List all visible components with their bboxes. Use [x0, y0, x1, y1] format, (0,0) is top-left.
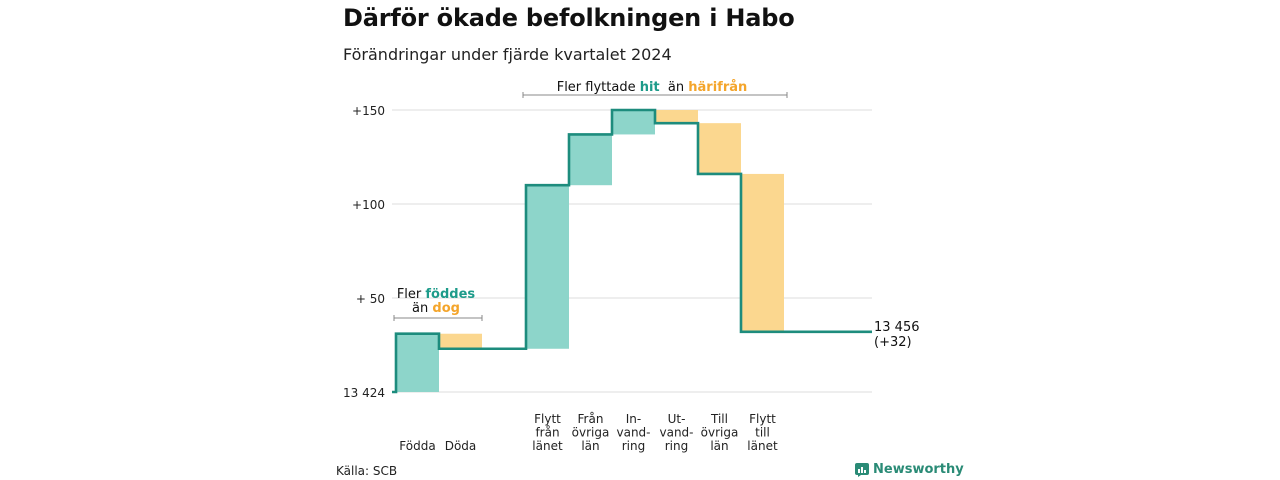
category-label: övriga: [572, 426, 610, 440]
y-tick-label: +100: [352, 198, 385, 212]
waterfall-bar: [439, 333, 482, 349]
category-label: övriga: [701, 426, 739, 440]
category-label: Flytt: [534, 412, 561, 426]
category-label: län: [581, 439, 599, 453]
category-label: län: [710, 439, 728, 453]
newsworthy-logo: Newsworthy: [855, 462, 964, 477]
end-value-label: 13 456: [874, 320, 920, 335]
category-label: Döda: [445, 439, 477, 453]
category-label: In-: [626, 412, 641, 426]
category-label: Till: [710, 412, 728, 426]
category-label: länet: [532, 439, 563, 453]
newsworthy-icon: [855, 462, 869, 477]
waterfall-bar: [396, 333, 439, 392]
category-label: Ut-: [668, 412, 686, 426]
category-label: ring: [622, 439, 646, 453]
y-tick-label: + 50: [356, 292, 385, 306]
category-label: vand-: [659, 426, 693, 440]
cumulative-line: [392, 108, 872, 394]
y-tick-label: 13 424: [343, 386, 385, 400]
waterfall-bar: [698, 123, 741, 174]
category-label: Flytt: [749, 412, 776, 426]
chart-title: Därför ökade befolkningen i Habo: [343, 4, 795, 32]
waterfall-bar: [526, 185, 569, 349]
annotation-births: än dog: [412, 301, 460, 316]
y-tick-label: +150: [352, 104, 385, 118]
annotation-births: Fler föddes: [397, 287, 476, 302]
category-label: ring: [665, 439, 689, 453]
brand-name: Newsworthy: [873, 462, 964, 477]
category-label: vand-: [616, 426, 650, 440]
waterfall-bar: [569, 134, 612, 186]
waterfall-bar: [655, 110, 698, 124]
category-label: Från: [578, 412, 604, 426]
category-label: Födda: [399, 439, 435, 453]
annotation-migration: Fler flyttade hit än härifrån: [557, 80, 748, 95]
waterfall-bar: [741, 173, 784, 332]
category-label: till: [755, 426, 770, 440]
category-label: länet: [747, 439, 778, 453]
waterfall-bar: [612, 110, 655, 135]
category-label: från: [535, 426, 559, 440]
end-change-label: (+32): [874, 335, 912, 350]
source-note: Källa: SCB: [336, 464, 398, 478]
chart-subtitle: Förändringar under fjärde kvartalet 2024: [343, 45, 672, 64]
